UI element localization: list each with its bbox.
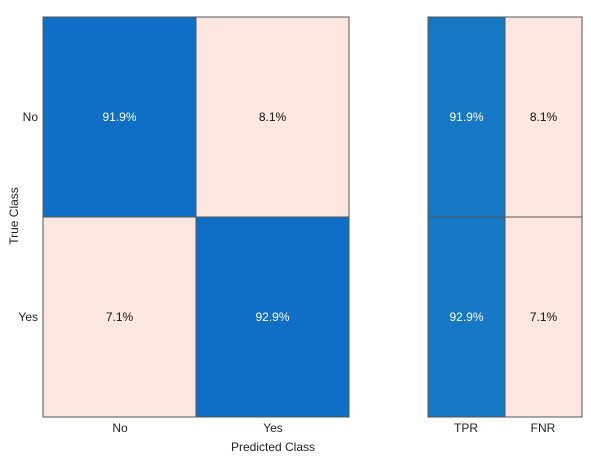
y-axis-label: True Class (7, 187, 21, 245)
cell-value-label: 92.9% (255, 310, 289, 324)
cell-value-label: 7.1% (530, 310, 558, 324)
heatmap-cell (504, 16, 583, 218)
x-tick-label-no: No (112, 421, 128, 435)
y-tick-label-yes: Yes (18, 310, 38, 324)
main-matrix: 91.9% 8.1% 7.1% 92.9% (42, 16, 350, 418)
summary-matrix: 91.9% 8.1% 92.9% 7.1% (427, 16, 583, 418)
heatmap-cell (427, 216, 506, 418)
x-tick-label-yes: Yes (263, 421, 283, 435)
x-axis-label: Predicted Class (231, 440, 315, 454)
cell-value-label: 8.1% (530, 110, 558, 124)
x-tick-label-fnr: FNR (531, 421, 556, 435)
heatmap-cell (427, 16, 506, 218)
cell-value-label: 8.1% (259, 110, 287, 124)
heatmap-cell (195, 16, 350, 218)
cell-value-label: 91.9% (102, 110, 136, 124)
y-tick-label-no: No (23, 110, 39, 124)
heatmap-cell (42, 216, 197, 418)
x-tick-label-tpr: TPR (454, 421, 478, 435)
heatmap-cell (195, 216, 350, 418)
heatmap-cell (504, 216, 583, 418)
cell-value-label: 7.1% (106, 310, 134, 324)
heatmap-cell (42, 16, 197, 218)
cell-value-label: 91.9% (449, 110, 483, 124)
cell-value-label: 92.9% (449, 310, 483, 324)
